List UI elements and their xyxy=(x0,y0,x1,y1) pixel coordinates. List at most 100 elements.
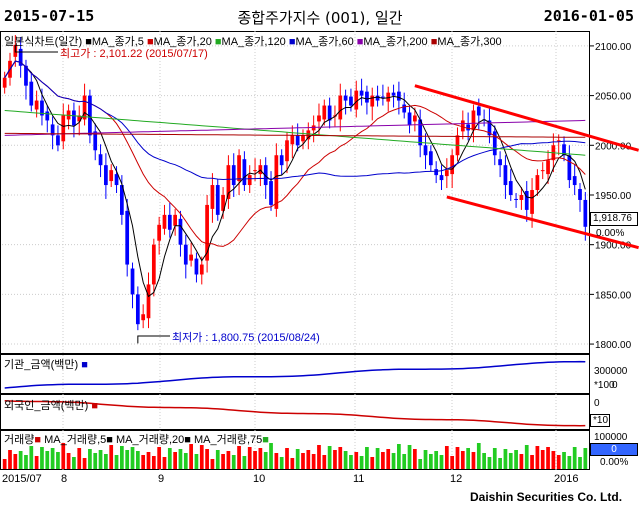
volume-bar xyxy=(151,456,156,469)
volume-bar xyxy=(274,453,279,469)
volume-bar xyxy=(423,450,428,469)
legend-ma120: ■MA_종가,120 xyxy=(214,36,286,48)
volume-bar xyxy=(359,456,364,469)
volume-bar xyxy=(205,449,209,469)
volume-bar xyxy=(72,457,76,469)
foreign-panel[interactable] xyxy=(0,394,590,430)
candle-body xyxy=(183,244,188,265)
volume-bar xyxy=(572,447,577,469)
price-panel[interactable] xyxy=(0,31,590,354)
price-legend: 일본식차트(일간) ■MA_종가,5 ■MA_종가,20 ■MA_종가,120 … xyxy=(4,33,502,49)
low-pointer xyxy=(137,335,170,344)
volume-bar xyxy=(167,448,172,469)
volume-bar xyxy=(18,451,23,469)
volume-bar xyxy=(519,454,524,469)
candle-body xyxy=(226,165,231,199)
candle-body xyxy=(407,112,412,126)
candle-body xyxy=(365,91,369,103)
candle-body xyxy=(88,95,92,136)
candle-body xyxy=(492,131,497,156)
x-label-oct: 10 xyxy=(253,473,266,485)
candle-body xyxy=(370,95,375,107)
candle-body xyxy=(471,110,476,131)
candle-body xyxy=(269,181,273,205)
end-date: 2016-01-05 xyxy=(543,7,634,25)
volume-bar xyxy=(130,447,135,469)
candle-body xyxy=(162,214,167,229)
y-tick-label: 2050.00 xyxy=(595,92,632,103)
candle-body xyxy=(562,144,566,156)
legend-ma20: ■MA_종가,20 xyxy=(147,36,212,48)
volume-bar xyxy=(444,446,449,469)
volume-bar xyxy=(306,450,311,469)
volume-bar xyxy=(146,452,151,469)
foreign-label: 외국인_금액(백만) ■ xyxy=(4,400,99,412)
volume-bar xyxy=(338,447,343,469)
candle-body xyxy=(402,104,407,113)
candle-body xyxy=(157,224,162,241)
volume-bar xyxy=(173,452,178,469)
volume-bar xyxy=(530,455,534,469)
institution-label: 기관_금액(백만) ■ xyxy=(4,359,88,371)
volume-bar xyxy=(194,454,199,469)
y-tick-label: 1800.00 xyxy=(595,340,632,351)
candle-body xyxy=(546,160,550,175)
candle-body xyxy=(343,95,348,101)
candle-body xyxy=(231,165,236,186)
candle-body xyxy=(178,218,183,245)
volume-bar xyxy=(439,455,444,469)
volume-bar xyxy=(301,453,305,469)
candle-body xyxy=(279,155,284,166)
candle-body xyxy=(567,155,572,181)
candle-body xyxy=(50,124,55,136)
foreign-tick-zero: 0 xyxy=(594,398,600,409)
institution-tick-zero: 0 xyxy=(612,380,618,391)
candle-body xyxy=(242,159,247,186)
candle-body xyxy=(514,198,518,200)
candle-body xyxy=(444,170,449,177)
candle-body xyxy=(381,96,385,98)
candle-body xyxy=(18,48,23,66)
volume-bar xyxy=(333,450,337,469)
volume-bar xyxy=(311,454,316,469)
volume-bar xyxy=(295,449,300,469)
volume-bar xyxy=(317,445,321,469)
candle-body xyxy=(205,204,209,261)
candle-body xyxy=(524,191,529,210)
volume-bar xyxy=(114,455,119,469)
volume-bar xyxy=(375,448,380,469)
candle-body xyxy=(24,65,28,86)
footer-brand: Daishin Securities Co. Ltd. xyxy=(470,490,623,504)
institution-panel[interactable] xyxy=(0,354,590,394)
candle-body xyxy=(359,90,364,96)
volume-bar xyxy=(82,458,87,469)
ma60-line xyxy=(4,60,586,181)
candle-body xyxy=(40,100,44,116)
volume-bar xyxy=(349,455,353,469)
candle-body xyxy=(354,90,359,110)
volume-bar xyxy=(397,444,401,469)
volume-bar xyxy=(546,447,550,469)
volume-tick: 100000 xyxy=(594,432,628,443)
volume-panel[interactable] xyxy=(0,430,590,470)
candle-body xyxy=(104,165,108,186)
volume-bar xyxy=(290,458,295,469)
candle-body xyxy=(519,194,524,200)
volume-bar xyxy=(183,453,188,469)
volume-bar xyxy=(551,451,556,469)
volume-bar xyxy=(466,448,471,469)
volume-bar xyxy=(562,452,566,469)
candle-body xyxy=(487,120,492,136)
volume-bar xyxy=(253,451,257,469)
volume-last-change: 0.00% xyxy=(600,457,629,468)
candle-body xyxy=(125,210,130,265)
volume-bar xyxy=(24,455,28,469)
candle-body xyxy=(338,95,343,120)
volume-bar xyxy=(34,456,39,469)
candle-body xyxy=(450,155,455,175)
volume-bar xyxy=(407,445,412,469)
candle-body xyxy=(434,169,439,176)
candle-body xyxy=(189,254,193,261)
candle-body xyxy=(29,81,34,106)
